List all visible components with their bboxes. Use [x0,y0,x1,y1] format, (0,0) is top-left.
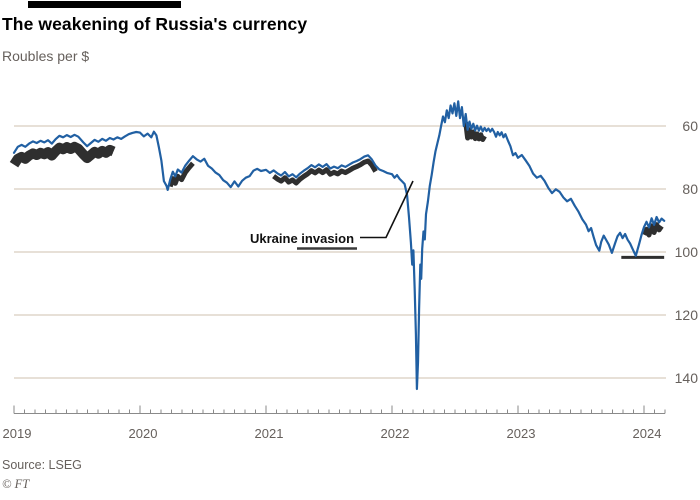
annotation-ukraine-invasion: Ukraine invasion [250,231,354,246]
ghost-mark-3 [463,121,487,142]
gridlines [14,125,666,379]
annotation-group: Ukraine invasion [250,180,414,246]
x-axis [13,405,666,414]
ghost-mark-2 [272,158,378,186]
x-year-label-2023: 2023 [507,426,536,441]
axis-labels: 60 80 100 120 140 2019 2020 2021 2022 2023 2024 [3,118,699,441]
copyright-label: © FT [2,477,30,491]
rouble-line-series [12,100,666,391]
ghost-mark-4 [641,222,664,238]
y-tick-label-80: 80 [682,181,698,197]
chart-subtitle: Roubles per $ [2,48,90,64]
x-year-label-2021: 2021 [255,426,284,441]
source-label: Source: LSEG [2,458,82,472]
chart-title: The weakening of Russia's currency [2,14,308,34]
compression-ghost-marks [9,121,665,259]
ghost-mark-1 [167,161,195,188]
rouble-per-dollar-line [12,100,666,391]
ghost-mark-0 [9,141,116,168]
y-tick-label-140: 140 [675,370,699,386]
x-year-label-2019: 2019 [3,426,32,441]
x-year-label-2022: 2022 [381,426,410,441]
y-tick-label-100: 100 [675,244,699,260]
y-tick-label-60: 60 [682,118,698,134]
annotation-pointer-line [360,180,414,239]
y-tick-label-120: 120 [675,307,699,323]
ft-top-bar [28,1,181,8]
x-year-label-2020: 2020 [129,426,158,441]
x-year-label-2024: 2024 [633,426,662,441]
